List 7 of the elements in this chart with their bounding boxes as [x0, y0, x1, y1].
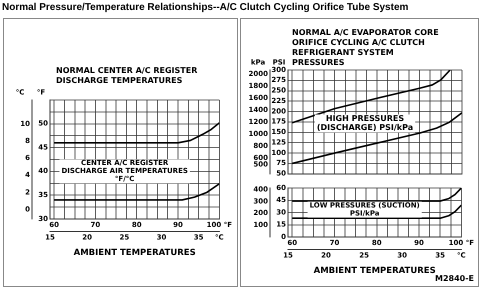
chart-subtitle: NORMAL CENTER A/C REGISTER DISCHARGE TEMPERATURES	[56, 66, 198, 86]
text: M2840-E	[434, 274, 474, 284]
x-axis-title: AMBIENT TEMPERATURES	[74, 248, 196, 258]
x-axis-title: AMBIENT TEMPERATURES	[314, 266, 436, 276]
chart-title: Normal Pressure/Temperature Relationships--A/C Clutch Cycling Orifice Tube System	[2, 2, 408, 14]
annotation: HIGH PRESSURES (DISCHARGE) PSI/kPa	[316, 114, 414, 132]
chart-title: NORMAL A/C EVAPORATOR CORE ORIFICE CYCLING A/C CLUTCH REFRIGERANT SYSTEM PRESSURES	[292, 28, 440, 68]
